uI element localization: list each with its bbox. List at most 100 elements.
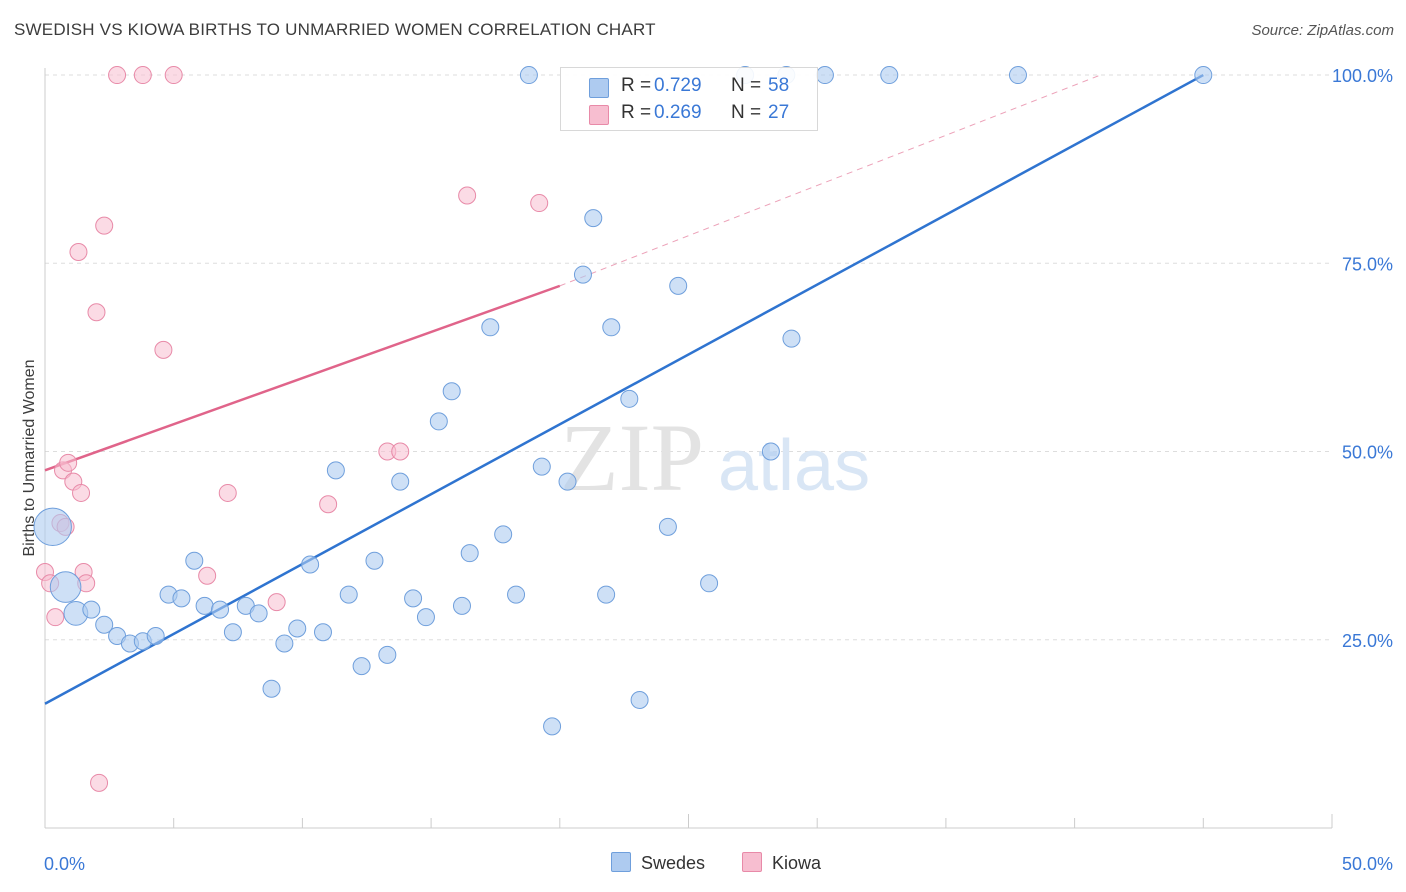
kiowa-point bbox=[198, 566, 217, 585]
stats-row-kiowa: R = 0.269 N = 27 bbox=[561, 99, 817, 129]
swedes-r-value: 0.729 bbox=[654, 75, 702, 96]
r-label: R = bbox=[621, 75, 652, 96]
swedes-point bbox=[313, 623, 332, 642]
swedes-point bbox=[223, 623, 242, 642]
kiowa-point bbox=[95, 216, 114, 235]
kiowa-point bbox=[530, 194, 549, 213]
kiowa-point bbox=[87, 303, 106, 322]
swedes-point bbox=[288, 619, 307, 638]
swedes-point bbox=[507, 585, 526, 604]
n-label: N = bbox=[731, 75, 762, 96]
swedes-point bbox=[195, 596, 214, 615]
kiowa-trend-extension bbox=[559, 74, 1101, 287]
swedes-point bbox=[365, 551, 384, 570]
swedes-point bbox=[584, 209, 603, 228]
swedes-point bbox=[211, 600, 230, 619]
kiowa-swatch bbox=[589, 105, 609, 125]
swedes-point bbox=[558, 472, 577, 491]
swedes-point bbox=[49, 571, 82, 603]
kiowa-r-value: 0.269 bbox=[654, 102, 702, 123]
swedes-point bbox=[658, 517, 677, 536]
swedes-point bbox=[532, 457, 551, 476]
kiowa-point bbox=[218, 483, 237, 502]
watermark-zip: ZIP bbox=[560, 404, 704, 511]
axis-layer bbox=[44, 68, 1333, 829]
swedes-point bbox=[669, 276, 688, 295]
legend-item-swedes[interactable]: Swedes bbox=[611, 852, 705, 874]
swedes-trend-line bbox=[44, 73, 1204, 705]
kiowa-point bbox=[154, 340, 173, 359]
stats-legend: R = 0.729 N = 58 R = 0.269 N = 27 bbox=[560, 67, 818, 131]
watermark: ZIP atlas bbox=[560, 404, 870, 511]
swedes-point bbox=[815, 66, 834, 85]
kiowa-point bbox=[133, 66, 152, 85]
swedes-point bbox=[378, 645, 397, 664]
x-tick-label-max: 50.0% bbox=[1342, 854, 1393, 874]
watermark-atlas: atlas bbox=[718, 426, 870, 506]
swedes-point bbox=[1194, 66, 1213, 85]
swedes-point bbox=[95, 615, 114, 634]
swedes-point bbox=[597, 585, 616, 604]
r-label: R = bbox=[621, 102, 652, 123]
swedes-swatch bbox=[589, 78, 609, 98]
kiowa-point bbox=[267, 593, 286, 612]
kiowa-point bbox=[319, 495, 338, 514]
grid-layer bbox=[45, 74, 1332, 641]
kiowa-point bbox=[391, 442, 410, 461]
swedes-point bbox=[543, 717, 562, 736]
y-tick-label: 75.0% bbox=[1342, 254, 1393, 274]
swedes-point bbox=[602, 318, 621, 337]
stats-row-swedes: R = 0.729 N = 58 bbox=[561, 72, 817, 102]
kiowa-n-value: 27 bbox=[768, 102, 790, 123]
swedes-point bbox=[494, 525, 513, 544]
swedes-point bbox=[33, 507, 72, 547]
y-tick-label: 50.0% bbox=[1342, 443, 1393, 463]
swedes-point bbox=[326, 461, 345, 480]
x-tick-label-min: 0.0% bbox=[44, 854, 85, 874]
swedes-point bbox=[249, 604, 268, 623]
legend-swatch-kiowa bbox=[742, 852, 762, 872]
trend-layer bbox=[44, 73, 1204, 705]
swedes-point bbox=[262, 679, 281, 698]
swedes-point bbox=[620, 389, 639, 408]
swedes-point bbox=[460, 544, 479, 563]
tick-label-layer: 25.0% 50.0% 75.0% 100.0% 0.0% 50.0% bbox=[44, 66, 1393, 874]
swedes-point bbox=[352, 657, 371, 676]
chart-title: SWEDISH VS KIOWA BIRTHS TO UNMARRIED WOM… bbox=[14, 20, 656, 39]
swedes-point bbox=[700, 574, 719, 593]
swedes-point bbox=[185, 551, 204, 570]
swedes-point bbox=[416, 608, 435, 627]
swedes-point bbox=[391, 472, 410, 491]
kiowa-point bbox=[164, 66, 183, 85]
legend-label-kiowa: Kiowa bbox=[772, 853, 822, 873]
legend-label-swedes: Swedes bbox=[641, 853, 706, 873]
swedes-point bbox=[442, 382, 461, 401]
swedes-n-value: 58 bbox=[768, 75, 790, 96]
swedes-point bbox=[301, 555, 320, 574]
swedes-point bbox=[404, 589, 423, 608]
kiowa-point bbox=[46, 608, 65, 627]
kiowa-point bbox=[69, 243, 88, 261]
kiowa-point bbox=[59, 453, 78, 472]
swedes-point bbox=[782, 329, 801, 348]
swedes-point bbox=[82, 600, 101, 619]
swedes-point bbox=[275, 634, 294, 653]
swedes-point bbox=[452, 596, 471, 615]
kiowa-point bbox=[72, 483, 91, 502]
swedes-point bbox=[1008, 66, 1027, 85]
y-tick-label: 100.0% bbox=[1332, 66, 1393, 86]
swedes-point bbox=[481, 318, 500, 337]
legend-swatch-swedes bbox=[611, 852, 631, 872]
kiowa-trend-line bbox=[44, 284, 561, 472]
source-label: Source: ZipAtlas.com bbox=[1251, 22, 1394, 39]
swedes-point bbox=[429, 412, 448, 431]
swedes-point bbox=[573, 265, 592, 284]
swedes-point bbox=[339, 585, 358, 604]
swedes-point bbox=[519, 66, 538, 85]
kiowa-point bbox=[458, 186, 477, 205]
swedes-point bbox=[630, 691, 649, 709]
kiowa-point bbox=[108, 66, 127, 85]
swedes-point bbox=[761, 442, 780, 461]
legend-item-kiowa[interactable]: Kiowa bbox=[742, 852, 821, 874]
